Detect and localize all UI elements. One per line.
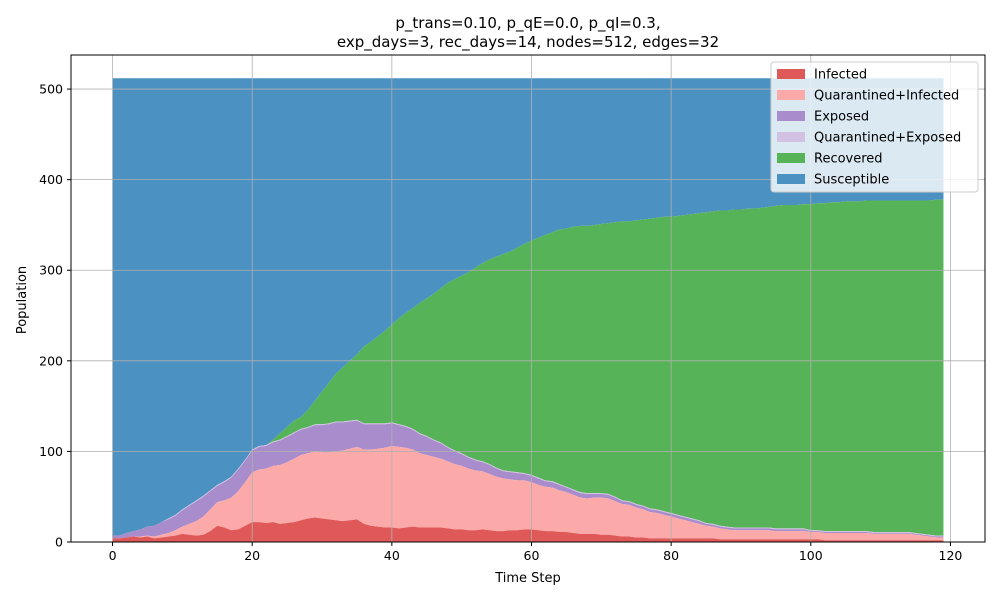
area-quarantined-infected	[112, 445, 944, 541]
grid-lines	[71, 55, 985, 543]
y-tick-label: 400	[39, 172, 63, 187]
y-tick-label: 500	[39, 82, 63, 97]
x-tick-label: 120	[939, 548, 963, 563]
y-tick-label: 0	[55, 535, 63, 550]
legend-label-exposed: Exposed	[814, 110, 869, 125]
x-tick-label: 40	[384, 548, 400, 563]
area-susceptible	[112, 78, 944, 536]
x-axis-label: Time Step	[494, 571, 561, 586]
y-tick-label: 200	[39, 353, 63, 368]
legend-swatch-recovered	[777, 153, 805, 163]
axes: 0 20 40 60 80 100 120 0 100 200 300 400 500	[39, 54, 986, 563]
legend-label-susceptible: Susceptible	[814, 173, 889, 188]
x-tick-label: 100	[799, 548, 823, 563]
x-tick-label: 60	[524, 548, 540, 563]
x-tick-label: 20	[244, 548, 260, 563]
legend-swatch-quarantined-exposed	[777, 132, 805, 142]
x-tick-label: 0	[109, 548, 117, 563]
legend-label-infected: Infected	[814, 68, 867, 83]
legend: Infected Quarantined+Infected Exposed Quara…	[770, 61, 979, 193]
legend-swatch-exposed	[777, 111, 805, 121]
legend-box	[770, 61, 979, 193]
x-tick-label: 80	[663, 548, 679, 563]
y-axis-label: Population	[15, 266, 30, 334]
y-tick-label: 100	[39, 444, 63, 459]
chart-title-line-1: p_trans=0.10, p_qE=0.0, p_qI=0.3,	[395, 14, 660, 33]
legend-swatch-infected	[777, 69, 805, 79]
legend-label-recovered: Recovered	[814, 152, 883, 167]
area-exposed	[112, 420, 944, 539]
legend-swatch-quarantined-infected	[777, 90, 805, 100]
y-tick-label: 300	[39, 263, 63, 278]
legend-label-quarantined-infected: Quarantined+Infected	[814, 89, 959, 104]
plot-frame	[70, 54, 986, 543]
legend-label-quarantined-exposed: Quarantined+Exposed	[814, 131, 961, 146]
legend-swatch-susceptible	[777, 174, 805, 184]
area-infected	[112, 517, 944, 542]
chart-title-line-2: exp_days=3, rec_days=14, nodes=512, edge…	[337, 33, 719, 52]
